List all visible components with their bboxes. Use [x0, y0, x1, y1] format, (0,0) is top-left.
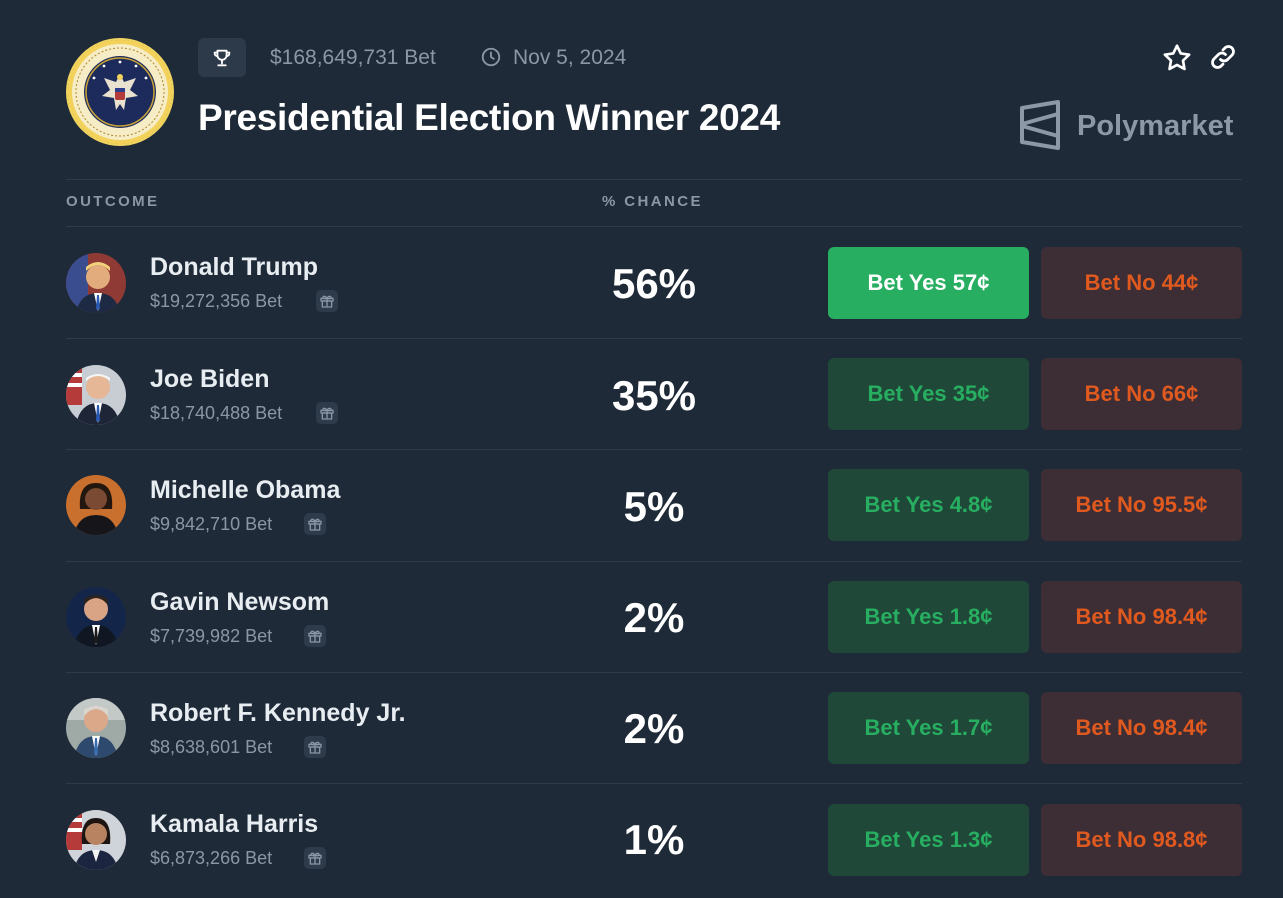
column-header-divider [66, 226, 1242, 227]
candidate-name: Donald Trump [150, 253, 319, 281]
bet-yes-button[interactable]: Bet Yes 1.3¢ [828, 804, 1029, 876]
avatar [66, 253, 126, 313]
bet-yes-button[interactable]: Bet Yes 1.7¢ [828, 692, 1029, 764]
row-divider [66, 561, 1242, 562]
candidate-name: Kamala Harris [150, 810, 319, 838]
bet-no-button[interactable]: Bet No 66¢ [1041, 358, 1242, 430]
gift-button[interactable] [304, 513, 326, 535]
header-divider [66, 179, 1242, 180]
chance-value: 1% [623, 816, 685, 863]
chance-value: 2% [623, 594, 685, 641]
polymarket-logo [1020, 100, 1060, 150]
link-icon[interactable] [1208, 42, 1238, 72]
bet-no-button[interactable]: Bet No 95.5¢ [1041, 469, 1242, 541]
chance-value: 2% [623, 705, 685, 752]
star-icon[interactable] [1161, 42, 1193, 74]
gift-button[interactable] [304, 736, 326, 758]
candidate-volume: $19,272,356 Bet [150, 291, 283, 311]
gift-button[interactable] [304, 625, 326, 647]
trophy-badge [198, 38, 246, 77]
candidate-volume: $7,739,982 Bet [150, 626, 273, 646]
outcome-row: Joe Biden $18,740,488 Bet 35% Bet Yes 35… [0, 339, 1283, 450]
bet-no-button[interactable]: Bet No 98.4¢ [1041, 692, 1242, 764]
row-divider [66, 672, 1242, 673]
gift-icon [308, 630, 322, 643]
avatar [66, 698, 126, 758]
outcome-row: Robert F. Kennedy Jr. $8,638,601 Bet 2% … [0, 673, 1283, 784]
bet-yes-button[interactable]: Bet Yes 57¢ [828, 247, 1029, 319]
trophy-icon [213, 49, 231, 66]
outcome-row: Kamala Harris $6,873,266 Bet 1% Bet Yes … [0, 784, 1283, 895]
market-header: $168,649,731 Bet Nov 5, 2024 Presidentia… [0, 0, 1283, 180]
column-header-chance: % CHANCE [602, 193, 703, 210]
candidate-volume: $8,638,601 Bet [150, 737, 273, 757]
gift-button[interactable] [304, 847, 326, 869]
gift-icon [320, 295, 334, 308]
candidate-name: Robert F. Kennedy Jr. [150, 699, 406, 727]
gift-button[interactable] [316, 290, 338, 312]
row-divider [66, 338, 1242, 339]
gift-button[interactable] [316, 402, 338, 424]
candidate-name: Joe Biden [150, 365, 270, 393]
avatar [66, 810, 126, 870]
chance-value: 35% [611, 372, 697, 419]
outcome-row: Michelle Obama $9,842,710 Bet 5% Bet Yes… [0, 450, 1283, 561]
outcome-row: Donald Trump $19,272,356 Bet 56% Bet Yes… [0, 227, 1283, 338]
avatar [66, 475, 126, 535]
row-divider [66, 449, 1242, 450]
candidate-name: Gavin Newsom [150, 588, 330, 616]
bet-no-button[interactable]: Bet No 98.8¢ [1041, 804, 1242, 876]
brand-name: Polymarket [1077, 110, 1234, 142]
avatar [66, 587, 126, 647]
presidential-seal-image [66, 38, 174, 146]
row-divider [66, 783, 1242, 784]
gift-icon [320, 407, 334, 420]
market-end-date: Nov 5, 2024 [513, 46, 627, 69]
avatar [66, 365, 126, 425]
candidate-volume: $6,873,266 Bet [150, 848, 273, 868]
gift-icon [308, 518, 322, 531]
column-header-outcome: OUTCOME [66, 193, 160, 210]
candidate-name: Michelle Obama [150, 476, 341, 504]
clock-icon [481, 47, 501, 67]
gift-icon [308, 852, 322, 865]
candidate-volume: $18,740,488 Bet [150, 403, 283, 423]
market-volume: $168,649,731 Bet [270, 46, 436, 69]
bet-no-button[interactable]: Bet No 98.4¢ [1041, 581, 1242, 653]
candidate-volume: $9,842,710 Bet [150, 514, 273, 534]
bet-yes-button[interactable]: Bet Yes 1.8¢ [828, 581, 1029, 653]
gift-icon [308, 741, 322, 754]
market-title: Presidential Election Winner 2024 [198, 97, 780, 138]
bet-yes-button[interactable]: Bet Yes 4.8¢ [828, 469, 1029, 541]
bet-yes-button[interactable]: Bet Yes 35¢ [828, 358, 1029, 430]
chance-value: 5% [623, 483, 685, 530]
bet-no-button[interactable]: Bet No 44¢ [1041, 247, 1242, 319]
chance-value: 56% [611, 260, 697, 307]
outcome-row: Gavin Newsom $7,739,982 Bet 2% Bet Yes 1… [0, 562, 1283, 673]
